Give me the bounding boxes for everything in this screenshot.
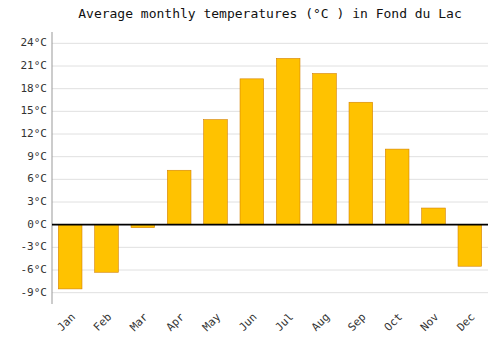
bar — [58, 225, 82, 289]
title: Average monthly temperatures (°C ) in Fo… — [78, 6, 462, 21]
y-tick-label: 3°C — [27, 195, 47, 208]
bar — [276, 58, 300, 224]
chart: -9°C -6°C -3°C 0°C 3°C 6°C 9°C 12°C 15°C 18°C 21°C… — [0, 0, 500, 350]
y-axis-line — [52, 32, 53, 304]
grid-line — [52, 224, 488, 225]
y-tick-label: 12°C — [21, 127, 48, 140]
y-tick-label: 0°C — [27, 218, 47, 231]
y-tick-labels: -9°C -6°C -3°C 0°C 3°C 6°C 9°C 12°C 15°C 18°C 21°C… — [21, 36, 48, 298]
x-tick-label: Dec — [454, 311, 477, 334]
bar — [385, 149, 409, 225]
bar — [167, 170, 191, 224]
x-tick-label: May — [200, 310, 224, 334]
y-tick-label: 18°C — [21, 82, 48, 95]
grid-line — [52, 292, 488, 293]
bar — [313, 74, 337, 225]
bar — [422, 208, 446, 225]
x-tick-labels: Jan Feb Mar Apr May Jun Jul Aug Sep Oct Nov Dec — [55, 310, 478, 334]
x-tick-label: Nov — [418, 310, 442, 334]
zero-line — [52, 224, 488, 226]
y-tick-label: 9°C — [27, 150, 47, 163]
x-tick-label: Sep — [345, 311, 368, 334]
grid-line — [52, 111, 488, 112]
grid-line — [52, 156, 488, 157]
bar — [240, 79, 264, 225]
y-tick-label: 24°C — [21, 36, 48, 49]
y-tick-label: 6°C — [27, 172, 47, 185]
bar — [349, 102, 373, 224]
y-tick-label: 21°C — [21, 59, 48, 72]
y-tick-label: -6°C — [21, 263, 48, 276]
grid — [52, 43, 488, 292]
y-tick-label: -9°C — [21, 286, 48, 299]
bar — [204, 120, 228, 225]
grid-line — [52, 179, 488, 180]
x-tick-label: Feb — [91, 311, 114, 334]
y-tick-label: 15°C — [21, 104, 48, 117]
x-tick-label: Jun — [236, 311, 259, 334]
grid-line — [52, 134, 488, 135]
x-tick-label: Mar — [127, 310, 151, 334]
bar — [458, 225, 482, 267]
bars — [52, 58, 488, 288]
y-tick-label: -3°C — [21, 240, 48, 253]
x-tick-label: Aug — [309, 311, 332, 334]
chart-container: -9°C -6°C -3°C 0°C 3°C 6°C 9°C 12°C 15°C 18°C 21°C… — [0, 0, 500, 350]
grid-line — [52, 66, 488, 67]
x-tick-label: Oct — [382, 311, 405, 334]
grid-line — [52, 202, 488, 203]
x-tick-label: Jul — [273, 311, 296, 334]
grid-line — [52, 88, 488, 89]
x-tick-label: Apr — [164, 310, 188, 334]
x-tick-label: Jan — [55, 311, 78, 334]
grid-line — [52, 43, 488, 44]
bar — [95, 225, 119, 273]
